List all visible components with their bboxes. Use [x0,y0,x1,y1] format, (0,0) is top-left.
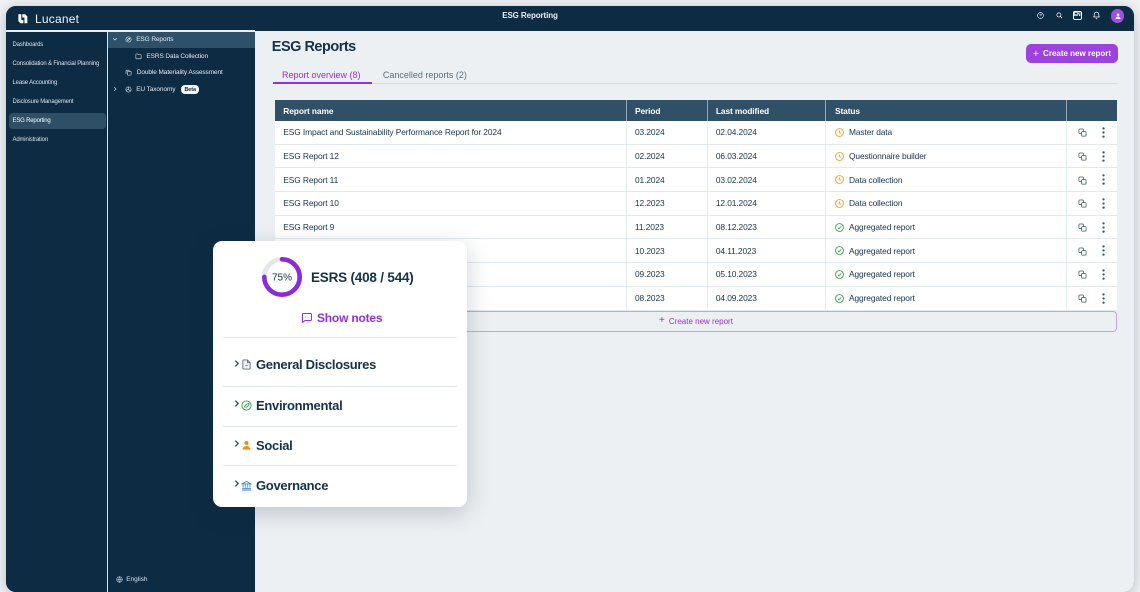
svg-text:75%: 75% [272,273,292,284]
